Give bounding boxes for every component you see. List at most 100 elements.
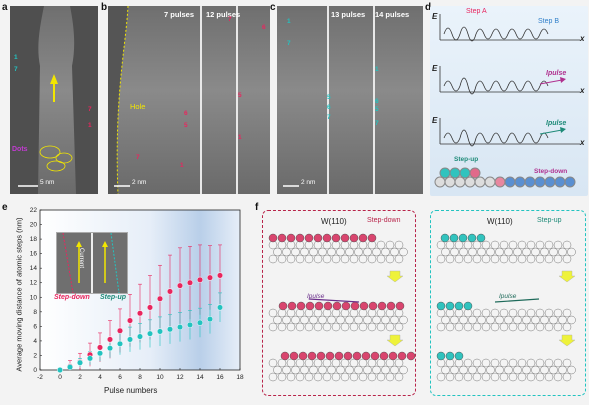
panel-letter-b: b: [101, 2, 108, 13]
panel-d-energy-2: E: [432, 64, 438, 73]
panel-d-ipulse-2: Ipulse: [546, 120, 567, 127]
substrate-atom: [558, 247, 567, 257]
substrate-atom: [522, 247, 531, 257]
substrate-atom: [318, 247, 327, 257]
substrate-atom: [268, 372, 278, 382]
down-arrow-icon: [386, 270, 404, 283]
substrate-atom: [295, 254, 305, 264]
substrate-atom: [282, 365, 291, 375]
step-atom: [277, 233, 287, 243]
substrate-atom: [477, 365, 486, 375]
step-atom: [307, 351, 317, 361]
step-down-point: [166, 288, 174, 295]
panel-d-atom-row: [434, 167, 576, 188]
substrate-atom: [445, 240, 455, 250]
inset-drawing: [62, 232, 120, 294]
substrate-atom: [504, 315, 513, 325]
substrate-atom: [381, 247, 390, 257]
substrate-atom: [445, 372, 455, 382]
panel-letter-c: c: [270, 2, 276, 13]
x-tick-label: 10: [156, 374, 164, 381]
substrate-atom: [340, 254, 350, 264]
substrate-atom: [490, 358, 500, 368]
substrate-atom: [535, 322, 545, 332]
panel-c-marker-7: 6: [375, 98, 379, 105]
substrate-atom: [313, 322, 323, 332]
substrate-atom: [508, 254, 518, 264]
panel-f-right-title: W(110): [487, 217, 513, 226]
substrate-atom: [381, 315, 390, 325]
step-atom: [386, 301, 396, 311]
panel-letter-f: f: [255, 202, 259, 213]
substrate-atom: [291, 365, 300, 375]
substrate-atom: [282, 247, 291, 257]
substrate-atom: [291, 315, 300, 325]
substrate-atom: [499, 358, 509, 368]
x-tick-label: 8: [138, 374, 142, 381]
step-up-point: [156, 328, 164, 335]
step-atom: [454, 301, 464, 311]
substrate-atom: [526, 308, 536, 318]
substrate-atom: [495, 247, 504, 257]
substrate-atom: [304, 322, 314, 332]
substrate-atom: [399, 365, 408, 375]
step-atom: [395, 301, 405, 311]
substrate-atom: [481, 322, 491, 332]
substrate-atom: [526, 358, 536, 368]
step-up-point: [186, 321, 194, 328]
step-atom: [349, 233, 359, 243]
substrate-atom: [481, 240, 491, 250]
substrate-atom: [549, 315, 558, 325]
substrate-atom: [504, 247, 513, 257]
substrate-atom: [309, 365, 318, 375]
step-down-point: [126, 317, 134, 324]
substrate-atom: [459, 365, 468, 375]
step-atom: [352, 351, 362, 361]
substrate-atom: [277, 308, 287, 318]
step-atom: [476, 233, 486, 243]
substrate-atom: [517, 372, 527, 382]
step-up-point: [196, 319, 204, 326]
substrate-atom: [349, 308, 359, 318]
substrate-atom: [490, 322, 500, 332]
substrate-atom: [385, 308, 395, 318]
substrate-atom: [526, 240, 536, 250]
substrate-atom: [535, 358, 545, 368]
substrate-atom: [499, 372, 509, 382]
substrate-atom: [463, 358, 473, 368]
step-up-point: [96, 350, 104, 357]
substrate-atom: [399, 247, 408, 257]
panel-c-image: 13 pulses 14 pulses 2 nm 1 7 5 6 7 1 6 5…: [277, 6, 423, 194]
substrate-atom: [363, 247, 372, 257]
substrate-atom: [544, 358, 554, 368]
panel-d-step-b: Step B: [538, 18, 560, 25]
step-up-point: [66, 364, 74, 371]
substrate-atom: [345, 247, 354, 257]
substrate-atom: [549, 247, 558, 257]
substrate-atom: [300, 315, 309, 325]
substrate-atom: [304, 308, 314, 318]
substrate-atom: [472, 322, 482, 332]
panel-c-marker-4: 6: [327, 104, 331, 111]
substrate-atom: [345, 365, 354, 375]
panel-d-x-1: x: [580, 34, 585, 43]
substrate-atom: [436, 372, 446, 382]
substrate-atom: [394, 240, 404, 250]
inset-current-label: Current: [78, 247, 85, 269]
panel-a-marker-1: 1: [14, 54, 18, 61]
step-up-point: [136, 333, 144, 340]
substrate-atom: [367, 308, 377, 318]
step-up-point: [146, 330, 154, 337]
substrate-atom: [349, 322, 359, 332]
substrate-atom: [517, 308, 527, 318]
step-atom: [298, 351, 308, 361]
step-down-point: [146, 304, 154, 311]
substrate-atom: [304, 372, 314, 382]
substrate-atom: [472, 372, 482, 382]
substrate-atom: [517, 322, 527, 332]
panel-a-marker-2: 7: [14, 66, 18, 73]
substrate-atom: [381, 365, 390, 375]
substrate-atom: [295, 322, 305, 332]
step-atom: [445, 351, 455, 361]
x-tick-label: 14: [196, 374, 204, 381]
